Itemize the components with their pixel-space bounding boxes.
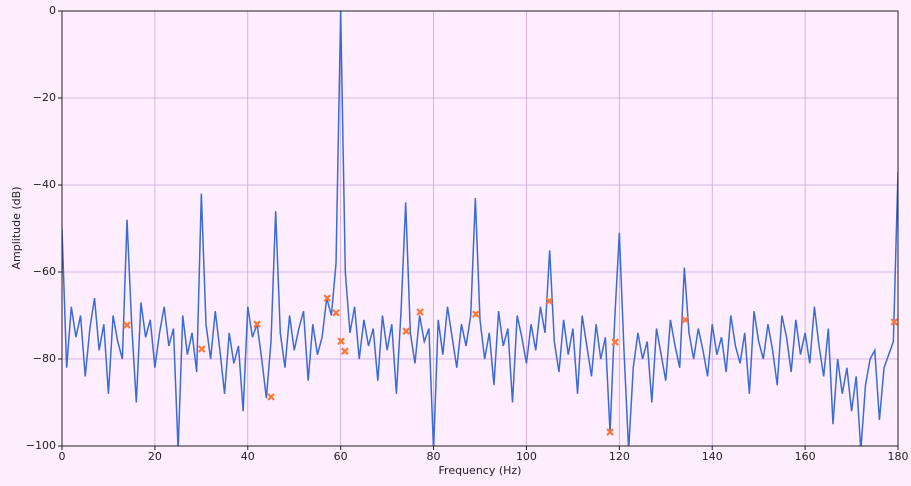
- peak-marker: [253, 320, 261, 328]
- x-tick-label: 80: [427, 450, 441, 463]
- peak-marker: [416, 308, 424, 316]
- x-tick-label: 120: [609, 450, 630, 463]
- peak-marker: [472, 310, 480, 318]
- x-tick-label: 160: [795, 450, 816, 463]
- x-tick-label: 0: [59, 450, 66, 463]
- peak-marker: [402, 327, 410, 335]
- peak-marker: [681, 316, 690, 324]
- y-tick-label: −40: [33, 178, 56, 191]
- y-tick-label: −100: [26, 439, 56, 452]
- peak-marker: [611, 338, 619, 346]
- x-tick-label: 180: [888, 450, 909, 463]
- peak-marker: [606, 428, 614, 436]
- plot-frame: [61, 10, 899, 447]
- peak-marker: [267, 393, 275, 401]
- x-axis-label: Frequency (Hz): [439, 464, 522, 477]
- y-tick-label: −60: [33, 265, 56, 278]
- peak-marker: [323, 294, 331, 302]
- peak-marker: [341, 347, 349, 355]
- plot-content: [62, 11, 898, 446]
- plot-area: [62, 11, 898, 446]
- x-tick-label: 60: [334, 450, 348, 463]
- spectrum-line: [62, 11, 898, 446]
- y-tick-label: −80: [33, 352, 56, 365]
- peak-marker: [198, 345, 206, 353]
- x-tick-label: 40: [241, 450, 255, 463]
- peak-marker: [332, 309, 340, 317]
- x-tick-label: 100: [516, 450, 537, 463]
- peak-marker: [545, 297, 553, 305]
- y-tick-label: −20: [33, 91, 56, 104]
- peak-marker: [890, 318, 898, 326]
- peak-marker: [337, 337, 345, 345]
- x-tick-label: 140: [702, 450, 723, 463]
- y-axis-label: Amplitude (dB): [10, 187, 23, 270]
- peak-marker: [123, 321, 131, 329]
- y-tick-label: 0: [49, 4, 56, 17]
- x-tick-label: 20: [148, 450, 162, 463]
